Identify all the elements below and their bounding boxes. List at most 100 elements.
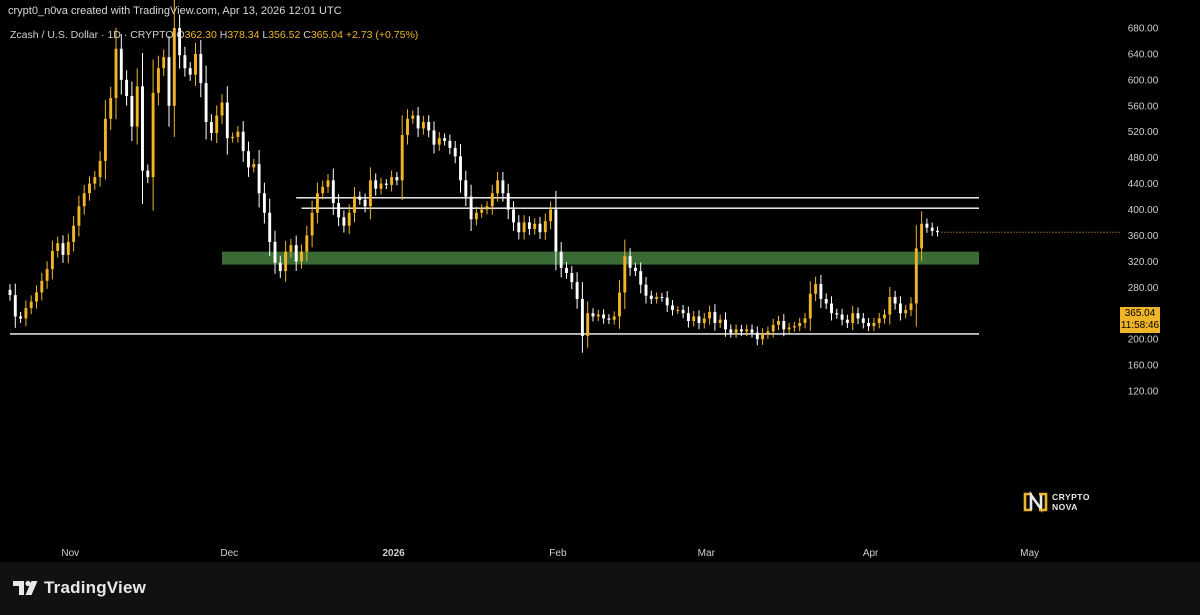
- candle-body: [824, 298, 828, 304]
- chart-area[interactable]: [0, 22, 1200, 562]
- candle-body: [930, 227, 934, 231]
- candle-body: [416, 115, 420, 129]
- high-value: 378.34: [227, 29, 260, 41]
- candle-body: [485, 206, 489, 210]
- candle-body: [215, 115, 219, 134]
- candle-body: [909, 303, 913, 310]
- y-tick-label: 160.00: [1128, 361, 1159, 372]
- candle-body: [867, 322, 871, 327]
- bar-countdown: 11:58:46: [1120, 320, 1160, 331]
- candle-body: [8, 289, 12, 296]
- y-tick-label: 480.00: [1128, 153, 1159, 164]
- candle-body: [474, 212, 478, 220]
- candle-body: [103, 118, 107, 161]
- y-tick-label: 520.00: [1128, 127, 1159, 138]
- candle-body: [321, 186, 325, 194]
- candle-body: [655, 297, 659, 299]
- candle-body: [644, 284, 648, 296]
- candle-body: [851, 313, 855, 323]
- candle-body: [273, 241, 277, 263]
- candle-body: [501, 180, 505, 194]
- candle-body: [527, 222, 531, 229]
- candle-body: [294, 245, 298, 262]
- candle-body: [284, 251, 288, 272]
- candle-body: [512, 209, 515, 223]
- x-tick-label: Apr: [863, 548, 879, 559]
- candle-body: [591, 313, 595, 317]
- candle-body: [602, 314, 606, 319]
- candle-body: [146, 170, 150, 178]
- candle-body: [421, 121, 425, 129]
- candle-body: [331, 180, 335, 204]
- candle-body: [782, 320, 786, 330]
- candle-body: [538, 223, 542, 233]
- candle-body: [188, 68, 192, 75]
- candle-body: [633, 267, 637, 272]
- x-tick-label: Nov: [61, 548, 79, 559]
- candle-body: [252, 164, 256, 168]
- candle-body: [178, 28, 182, 56]
- candle-body: [29, 301, 33, 309]
- candle-body: [787, 327, 791, 330]
- candle-body: [883, 314, 886, 319]
- candle-body: [156, 68, 160, 93]
- candle-body: [734, 329, 738, 333]
- candle-body: [459, 156, 462, 181]
- candle-body: [914, 248, 918, 304]
- candle-body: [305, 235, 309, 252]
- symbol-name: Zcash / U.S. Dollar · 1D · CRYPTO: [10, 29, 174, 41]
- candle-body: [533, 223, 537, 229]
- y-tick-label: 200.00: [1128, 335, 1159, 346]
- open-label: O: [176, 29, 185, 41]
- candle-body: [718, 319, 722, 323]
- crypto-nova-logo-icon: [1023, 490, 1048, 514]
- attribution-bar: crypt0_n0va created with TradingView.com…: [0, 0, 1200, 22]
- candle-body: [374, 180, 378, 189]
- candle-body: [278, 262, 282, 272]
- y-tick-label: 400.00: [1128, 205, 1159, 216]
- candle-body: [326, 180, 330, 187]
- candle-body: [236, 131, 240, 137]
- candle-body: [686, 313, 690, 321]
- candle-body: [411, 115, 415, 119]
- y-tick-label: 600.00: [1128, 75, 1159, 86]
- candle-body: [167, 57, 171, 106]
- candle-body: [559, 251, 563, 268]
- candle-body: [936, 230, 939, 233]
- candle-body: [204, 83, 208, 122]
- candle-body: [453, 147, 457, 157]
- candle-body: [257, 164, 261, 194]
- symbol-legend: Zcash / U.S. Dollar · 1D · CRYPTO O362.3…: [10, 29, 418, 41]
- candle-body: [554, 209, 558, 252]
- candle-body: [50, 250, 54, 270]
- candle-body: [82, 193, 86, 207]
- candle-body: [337, 203, 341, 218]
- candle-body: [40, 280, 44, 293]
- candle-body: [745, 329, 749, 332]
- candle-body: [490, 193, 494, 207]
- candle-body: [98, 160, 102, 178]
- candle-body: [861, 318, 865, 323]
- candle-body: [628, 256, 632, 268]
- candle-body: [225, 102, 229, 139]
- y-tick-label: 280.00: [1128, 283, 1159, 294]
- candle-body: [464, 180, 468, 197]
- candle-body: [448, 140, 452, 148]
- candle-body: [618, 292, 621, 317]
- crypto-nova-watermark: CRYPTO NOVA: [1022, 490, 1090, 514]
- candle-body: [406, 118, 409, 135]
- candle-body: [45, 269, 49, 281]
- watermark-line1: CRYPTO: [1052, 492, 1090, 502]
- candle-body: [660, 297, 664, 299]
- y-tick-label: 640.00: [1128, 49, 1159, 60]
- candle-body: [19, 316, 23, 319]
- tradingview-logo[interactable]: TradingView: [12, 578, 146, 598]
- candle-body: [872, 322, 876, 327]
- candle-body: [247, 151, 250, 168]
- candle-body: [506, 193, 510, 210]
- candle-body: [172, 28, 176, 106]
- candle-body: [697, 316, 701, 323]
- candle-body: [443, 138, 447, 141]
- x-tick-label: Mar: [698, 548, 716, 559]
